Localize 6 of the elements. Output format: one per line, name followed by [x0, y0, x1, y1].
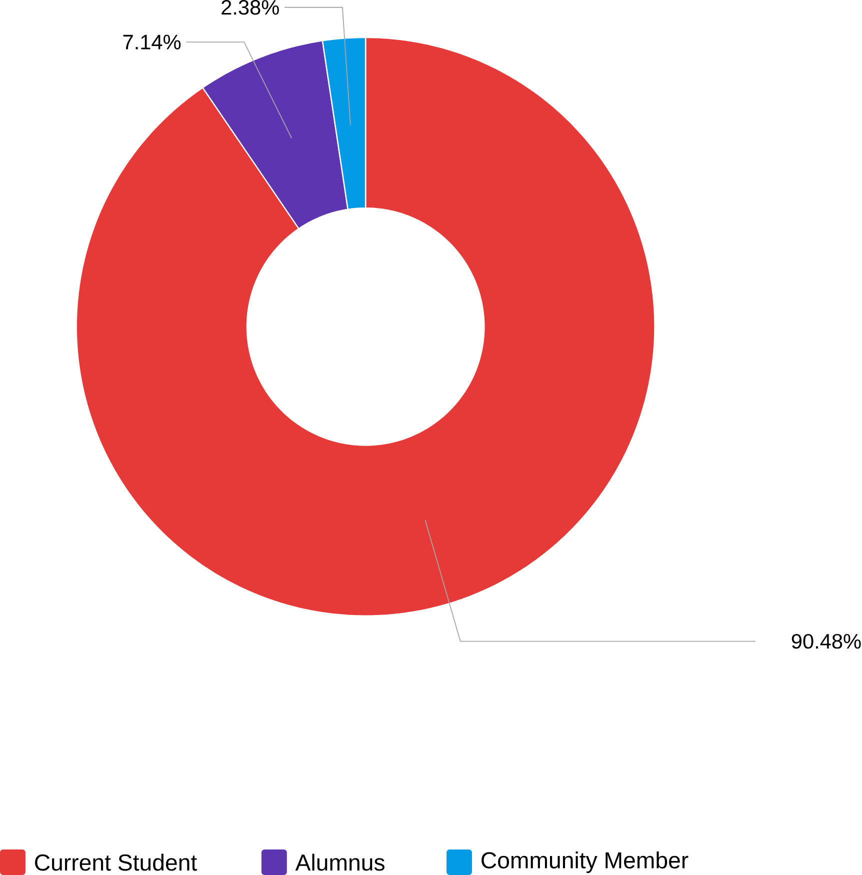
data-label: 2.38%	[222, 0, 280, 15]
legend-label: Current Student	[35, 854, 198, 871]
legend-label: Alumnus	[296, 854, 385, 871]
legend-label: Community Member	[482, 851, 688, 874]
data-label: 7.14%	[124, 34, 181, 50]
data-label: 90.48%	[792, 634, 862, 649]
